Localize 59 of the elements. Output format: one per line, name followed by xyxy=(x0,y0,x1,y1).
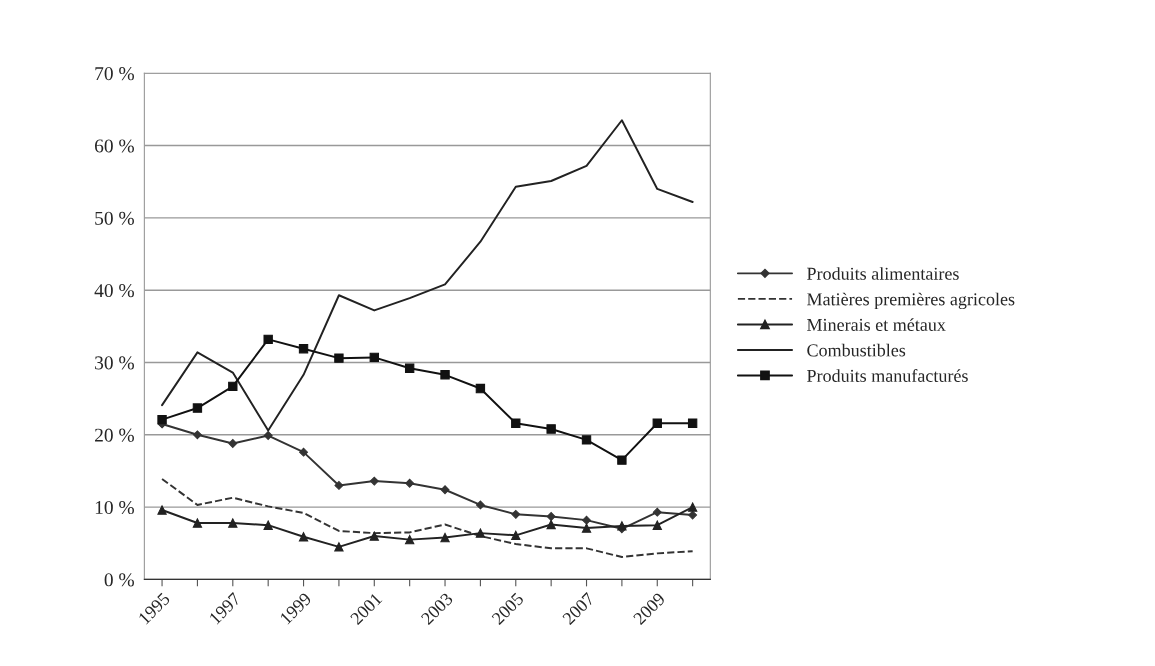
point xyxy=(581,435,592,445)
point xyxy=(511,509,521,519)
legend-label: Produits alimentaires xyxy=(807,267,959,280)
point xyxy=(617,455,627,465)
point xyxy=(440,485,450,495)
y-tick-label: 10 % xyxy=(95,500,134,515)
point xyxy=(369,476,379,486)
point xyxy=(334,353,344,363)
point xyxy=(192,403,203,413)
point xyxy=(299,447,308,457)
point xyxy=(511,418,521,428)
point xyxy=(334,480,344,490)
point xyxy=(405,478,415,488)
point xyxy=(546,512,556,521)
legend-label: Produits manufacturés xyxy=(807,369,968,382)
point xyxy=(475,528,486,538)
point xyxy=(652,507,662,517)
point xyxy=(228,439,238,448)
y-tick-label: 20 % xyxy=(95,428,134,442)
point xyxy=(263,334,273,345)
point xyxy=(334,542,344,552)
point xyxy=(440,370,450,380)
y-tick-label: 40 % xyxy=(94,284,134,298)
point xyxy=(404,534,415,545)
line-series xyxy=(161,477,694,558)
point xyxy=(475,500,485,510)
point xyxy=(192,430,202,440)
point xyxy=(404,363,415,373)
legend-label: Combustibles xyxy=(807,343,906,357)
point xyxy=(263,431,273,440)
point xyxy=(298,344,309,354)
y-tick-label: 60 % xyxy=(94,139,134,153)
point xyxy=(157,505,167,515)
point xyxy=(157,414,167,425)
point xyxy=(475,383,486,394)
point xyxy=(369,531,379,541)
point xyxy=(228,518,238,528)
point xyxy=(687,502,698,512)
y-tick-label: 50 % xyxy=(95,211,134,225)
point xyxy=(546,519,556,530)
point xyxy=(369,352,379,363)
point xyxy=(298,532,309,542)
point xyxy=(581,523,592,533)
point xyxy=(511,530,521,540)
point xyxy=(546,424,556,434)
point xyxy=(687,418,698,428)
point xyxy=(582,515,591,525)
point xyxy=(228,381,238,392)
y-tick-label: 70 % xyxy=(95,67,134,81)
point xyxy=(652,520,662,530)
y-tick-label: 0 % xyxy=(104,573,134,587)
point xyxy=(688,510,698,520)
point xyxy=(652,418,662,428)
point xyxy=(440,532,450,543)
point xyxy=(263,520,273,530)
y-tick-label: 30 % xyxy=(95,356,134,370)
legend-label: Minerais et métaux xyxy=(807,318,946,331)
point xyxy=(192,518,203,528)
legend-label: Matières premières agricoles xyxy=(807,292,1015,310)
